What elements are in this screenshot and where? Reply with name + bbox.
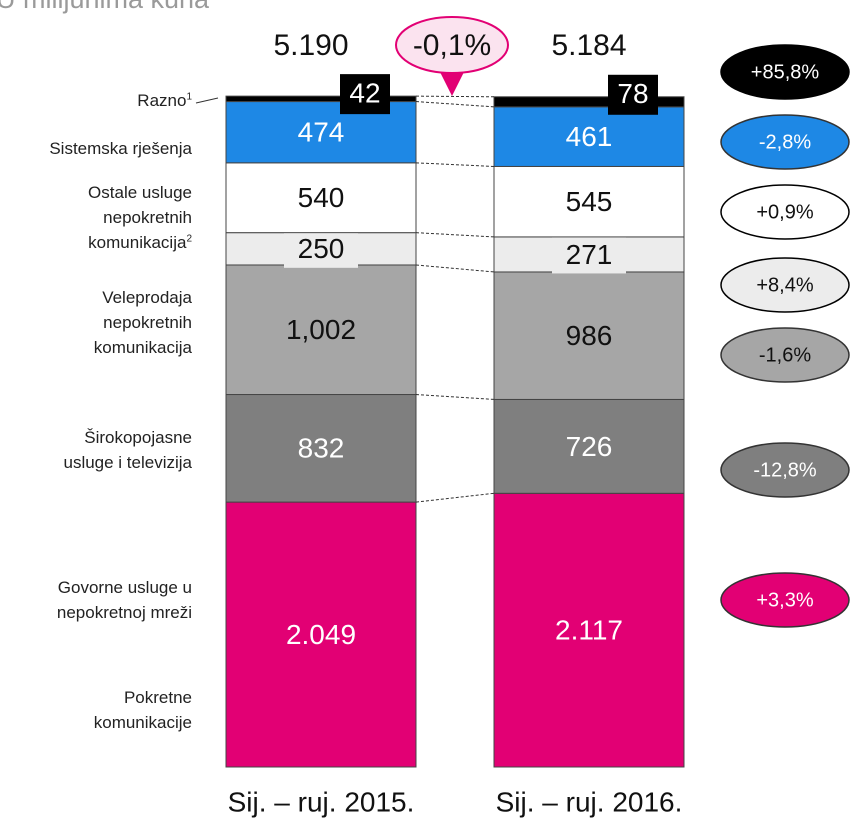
value-label: 42 xyxy=(349,78,380,109)
bar-segment xyxy=(493,271,685,400)
connector xyxy=(415,95,495,98)
series-label: Širokopojasne usluge i televizija xyxy=(52,425,192,475)
change-ellipse-label: +8,4% xyxy=(756,274,813,296)
change-ellipse xyxy=(720,442,850,498)
connector xyxy=(415,232,495,238)
footnote-marker: 2 xyxy=(186,233,192,245)
series-name: Veleprodaja nepokretnih komunikacija xyxy=(93,288,192,357)
change-label: -0,1% xyxy=(413,29,491,62)
footnote-marker: 1 xyxy=(186,91,192,103)
series-label: Veleprodaja nepokretnih komunikacija xyxy=(52,285,192,360)
change-ellipse xyxy=(720,572,850,628)
chart-title: U milijunima kuna xyxy=(0,0,209,15)
bar-segment xyxy=(493,96,685,108)
change-ellipse xyxy=(720,114,850,170)
change-ellipse-label: -1,6% xyxy=(759,344,811,366)
series-label: Razno1 xyxy=(72,88,192,113)
value-label: 832 xyxy=(298,433,345,464)
value-label: 545 xyxy=(566,186,613,217)
change-bubble xyxy=(395,16,509,74)
series-label: Ostale usluge nepokretnih komunikacija2 xyxy=(52,180,192,255)
value-label: 726 xyxy=(566,431,613,462)
change-ellipse xyxy=(720,44,850,100)
bar-segment xyxy=(493,165,685,238)
change-ellipse-label: -2,8% xyxy=(759,131,811,153)
value-label: 78 xyxy=(617,78,648,109)
series-label: Sistemska rješenja xyxy=(2,136,192,161)
series-label: Govorne usluge u nepokretnoj mreži xyxy=(2,575,192,625)
bar-segment xyxy=(493,106,685,167)
value-label: 461 xyxy=(566,121,613,152)
total-label: 5.190 xyxy=(273,29,348,62)
value-label: 540 xyxy=(298,182,345,213)
value-label: 2.049 xyxy=(286,619,356,650)
change-ellipse-label: +0,9% xyxy=(756,201,813,223)
x-tick-label: Sij. – ruj. 2015. xyxy=(228,786,415,817)
connector xyxy=(415,162,495,167)
callout-pointer xyxy=(440,72,464,96)
change-ellipse-label: +3,3% xyxy=(756,589,813,611)
x-tick-label: Sij. – ruj. 2016. xyxy=(496,786,683,817)
value-label: 986 xyxy=(566,320,613,351)
connector xyxy=(415,264,495,273)
change-ellipse-label: +85,8% xyxy=(751,61,820,83)
bar-segment xyxy=(493,492,685,768)
value-label: 250 xyxy=(298,233,345,264)
change-ellipse xyxy=(720,184,850,240)
bar-segment xyxy=(225,95,417,103)
value-label: 2.117 xyxy=(555,615,623,646)
value-label: 474 xyxy=(298,117,345,148)
series-name: Širokopojasne usluge i televizija xyxy=(63,428,192,472)
connector xyxy=(415,101,495,108)
connector xyxy=(415,394,495,400)
label-box xyxy=(552,235,626,274)
series-name: Pokretne komunikacije xyxy=(93,688,192,732)
change-ellipse xyxy=(720,327,850,383)
series-name: Razno xyxy=(137,91,187,110)
label-box xyxy=(608,74,658,115)
total-label: 5.184 xyxy=(551,29,626,62)
change-ellipse-label: -12,8% xyxy=(753,459,817,481)
bar-segment xyxy=(225,264,417,396)
leader-line xyxy=(195,97,219,104)
series-name: Govorne usluge u nepokretnoj mreži xyxy=(56,578,192,622)
bar-segment xyxy=(225,501,417,768)
change-ellipse xyxy=(720,257,850,313)
label-box xyxy=(284,229,358,268)
connector xyxy=(415,492,495,503)
series-label: Pokretne komunikacije xyxy=(52,685,192,735)
value-label: 271 xyxy=(566,239,613,270)
series-name: Sistemska rješenja xyxy=(49,139,192,158)
value-label: 1,002 xyxy=(286,314,356,345)
series-name: Ostale usluge nepokretnih komunikacija xyxy=(88,183,192,252)
label-box xyxy=(340,74,390,115)
